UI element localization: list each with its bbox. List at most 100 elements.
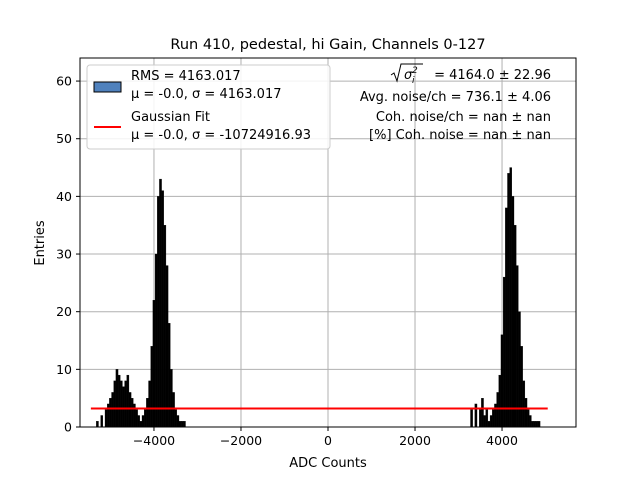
x-tick-label: 0 [324,433,332,448]
histogram-bar [135,409,138,428]
y-axis-ticks: 0 10 20 30 40 50 60 [56,74,80,435]
legend-histogram-label-line1: RMS = 4163.017 [131,69,241,84]
histogram-bars [96,167,541,428]
histogram-bar [148,380,151,428]
x-tick-label: 2000 [399,433,431,448]
annotation-coh-noise-percent: [%] Coh. noise = nan ± nan [369,128,551,143]
histogram-bar [183,421,186,428]
histogram-bar [115,369,119,428]
histogram-bar [107,403,110,428]
legend-box [86,64,331,150]
histogram-bar [159,178,162,428]
histogram-bar [513,225,517,428]
histogram-bar [537,421,541,428]
histogram-bar [533,421,536,428]
y-tick-label: 0 [64,420,72,435]
histogram-bar [526,409,530,428]
histogram-bar [481,398,484,428]
histogram-bar [170,369,173,428]
x-tick-label: −4000 [133,433,175,448]
histogram-bar [176,415,180,428]
histogram-bar [474,403,478,428]
y-tick-label: 40 [56,189,72,204]
x-tick-label: −2000 [220,433,262,448]
histogram-bar [489,415,493,428]
legend-fit-label-line1: Gaussian Fit [131,110,210,125]
histogram-bar [529,415,532,428]
histogram-bar [133,403,136,428]
histogram-bar [535,421,539,428]
x-tick-label: 4000 [486,433,518,448]
legend: RMS = 4163.017 μ = -0.0, σ = 4163.017 Ga… [86,64,331,150]
histogram-bar [531,421,534,428]
histogram-bar [109,398,112,428]
histogram-bar [117,374,121,428]
legend-fit-label-line2: μ = -0.0, σ = -10724916.93 [131,128,311,143]
histogram-bar [150,346,154,428]
histogram-bar [181,421,184,428]
annotation-sqrt-sigma: σ 2 i = 4164.0 ± 22.96 [390,63,551,86]
histogram-bar [124,380,127,428]
histogram-bar [96,421,99,428]
histogram-bar [141,415,145,428]
histogram-bar [500,334,504,428]
histogram-bar [137,415,140,428]
histogram-bar [163,225,167,428]
histogram-bar [113,380,117,428]
y-tick-label: 10 [56,362,72,377]
y-tick-label: 20 [56,304,72,319]
histogram-bar [518,311,521,428]
histogram-bar [130,398,134,428]
histogram-bar [122,386,125,428]
histogram-bar [172,392,175,428]
histogram-bar [144,409,147,428]
histogram-bar [485,409,489,428]
x-axis-ticks: −4000 −2000 0 2000 4000 [133,427,518,448]
histogram-bar [511,196,515,428]
histogram-bar [483,415,486,428]
x-axis-label: ADC Counts [289,456,367,471]
histogram-bar [111,392,114,428]
histogram-bar [509,167,512,428]
annotation-avg-noise: Avg. noise/ch = 736.1 ± 4.06 [360,90,551,105]
histogram-bar [154,253,158,428]
annotation-line1-value: = 4164.0 ± 22.96 [434,68,551,83]
histogram-bar [492,409,495,428]
chart-title: Run 410, pedestal, hi Gain, Channels 0-1… [170,37,485,53]
sigma-superscript: 2 [412,66,418,76]
histogram-bar [178,421,182,428]
histogram-bar [522,380,526,428]
histogram-bar [167,323,171,428]
y-tick-label: 30 [56,247,72,262]
histogram-bar [494,403,497,428]
histogram-bar [502,276,506,428]
annotation-block: σ 2 i = 4164.0 ± 22.96 Avg. noise/ch = 7… [360,63,551,143]
annotation-coh-noise: Coh. noise/ch = nan ± nan [376,110,551,125]
histogram-bar [165,265,169,428]
histogram-bar [505,207,508,428]
sigma-symbol: σ [404,68,413,83]
histogram-bar [498,374,502,428]
histogram-bar [516,265,519,428]
histogram-bar [174,409,177,428]
histogram-bar [104,409,108,428]
histogram-bar [157,196,160,428]
y-tick-label: 60 [56,74,72,89]
histogram-bar [146,398,149,428]
histogram-bar [520,346,523,428]
legend-histogram-label-line2: μ = -0.0, σ = 4163.017 [131,87,281,102]
histogram-bar [470,409,473,428]
sqrt-symbol [390,63,423,83]
histogram-bar [487,421,491,428]
y-axis-label: Entries [33,220,48,266]
histogram-bar [120,380,123,428]
histogram-bar [139,421,143,428]
histogram-bar [126,374,130,428]
histogram-bar [507,173,510,428]
histogram-bar [479,409,482,428]
histogram-bar [524,398,528,428]
y-tick-label: 50 [56,131,72,146]
histogram-bar [496,392,499,428]
histogram-bar [128,392,132,428]
